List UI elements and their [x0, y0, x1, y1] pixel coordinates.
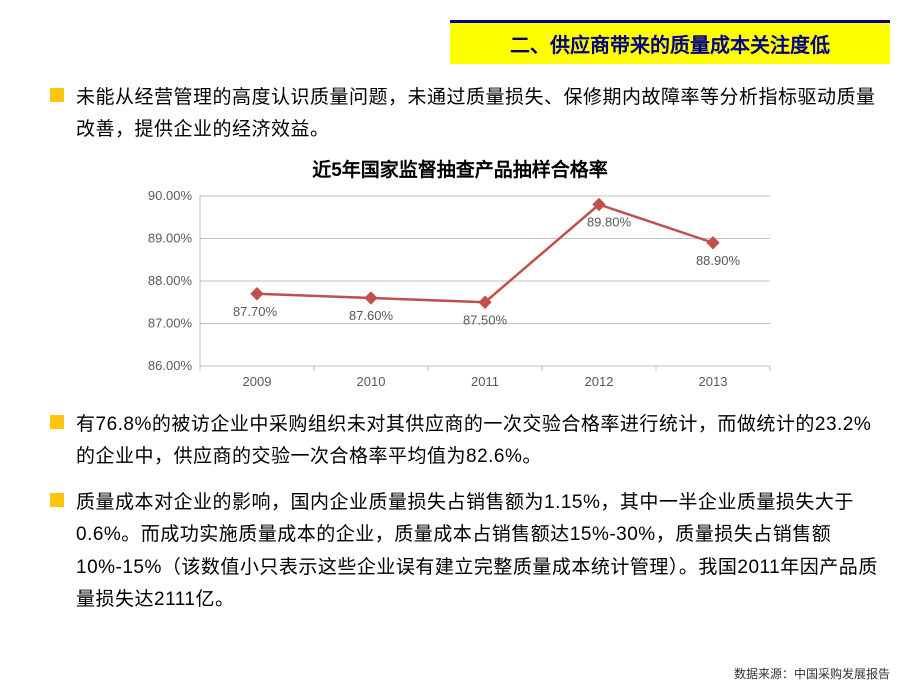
svg-text:2012: 2012 — [585, 374, 614, 389]
slide-content: 未能从经营管理的高度认识质量问题，未通过质量损失、保修期内故障率等分析指标驱动质… — [30, 82, 890, 616]
svg-text:2010: 2010 — [357, 374, 386, 389]
bullet-text: 有76.8%的被访企业中采购组织未对其供应商的一次交验合格率进行统计，而做统计的… — [76, 409, 890, 474]
svg-text:87.50%: 87.50% — [463, 312, 508, 327]
footer-source: 数据来源：中国采购发展报告 — [734, 665, 890, 682]
bullet-text: 质量成本对企业的影响，国内企业质量损失占销售额为1.15%，其中一半企业质量损失… — [76, 487, 890, 616]
bullet-square-icon — [50, 493, 64, 507]
bullet-square-icon — [50, 415, 64, 429]
svg-text:88.00%: 88.00% — [148, 273, 193, 288]
chart-title: 近5年国家监督抽查产品抽样合格率 — [130, 155, 790, 182]
section-header: 二、供应商带来的质量成本关注度低 — [450, 20, 890, 64]
svg-text:2011: 2011 — [471, 374, 499, 389]
bullet-text: 未能从经营管理的高度认识质量问题，未通过质量损失、保修期内故障率等分析指标驱动质… — [76, 82, 890, 147]
svg-text:89.80%: 89.80% — [587, 214, 632, 229]
bullet-square-icon — [50, 88, 64, 102]
svg-text:2013: 2013 — [699, 374, 728, 389]
svg-text:87.00%: 87.00% — [148, 315, 193, 330]
svg-text:87.70%: 87.70% — [233, 303, 278, 318]
line-chart: 86.00% 87.00% 88.00% 89.00% 90.00% 2009 2010 20… — [130, 186, 790, 396]
svg-text:2009: 2009 — [243, 374, 272, 389]
bullet-item-1: 未能从经营管理的高度认识质量问题，未通过质量损失、保修期内故障率等分析指标驱动质… — [50, 82, 890, 147]
section-title: 二、供应商带来的质量成本关注度低 — [460, 29, 880, 58]
bullet-item-3: 质量成本对企业的影响，国内企业质量损失占销售额为1.15%，其中一半企业质量损失… — [50, 487, 890, 616]
svg-text:90.00%: 90.00% — [148, 188, 193, 203]
svg-text:88.90%: 88.90% — [696, 252, 741, 267]
bullet-item-2: 有76.8%的被访企业中采购组织未对其供应商的一次交验合格率进行统计，而做统计的… — [50, 409, 890, 474]
svg-text:89.00%: 89.00% — [148, 230, 193, 245]
svg-text:86.00%: 86.00% — [148, 358, 193, 373]
chart-container: 近5年国家监督抽查产品抽样合格率 86.00% 87.00% 88.00% 89.00… — [130, 155, 790, 401]
svg-text:87.60%: 87.60% — [349, 308, 394, 323]
